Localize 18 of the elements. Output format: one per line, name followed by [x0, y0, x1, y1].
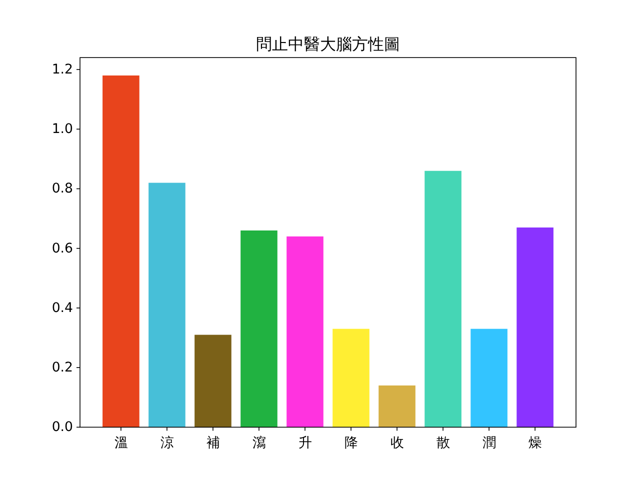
x-tick-label: 燥 [528, 436, 542, 452]
x-tick-label: 補 [206, 436, 220, 452]
y-tick-label: 0.4 [52, 300, 73, 316]
x-tick-label: 涼 [160, 436, 174, 452]
x-tick-label: 散 [436, 436, 450, 452]
y-tick-label: 0.0 [52, 420, 73, 436]
y-tick-label: 0.2 [52, 360, 73, 376]
x-tick-label: 瀉 [252, 436, 266, 452]
x-tick-label: 收 [390, 436, 404, 452]
y-tick-label: 1.2 [52, 62, 73, 78]
x-tick-label: 降 [344, 436, 358, 452]
x-tick-label: 溫 [114, 436, 128, 452]
y-tick-label: 1.0 [52, 122, 73, 138]
chart-title: 問止中醫大腦方性圖 [256, 34, 400, 54]
y-tick-label: 0.6 [52, 241, 73, 256]
y-tick-label: 0.8 [52, 182, 73, 197]
x-tick-label: 升 [298, 436, 312, 452]
x-tick-label: 潤 [482, 436, 496, 452]
